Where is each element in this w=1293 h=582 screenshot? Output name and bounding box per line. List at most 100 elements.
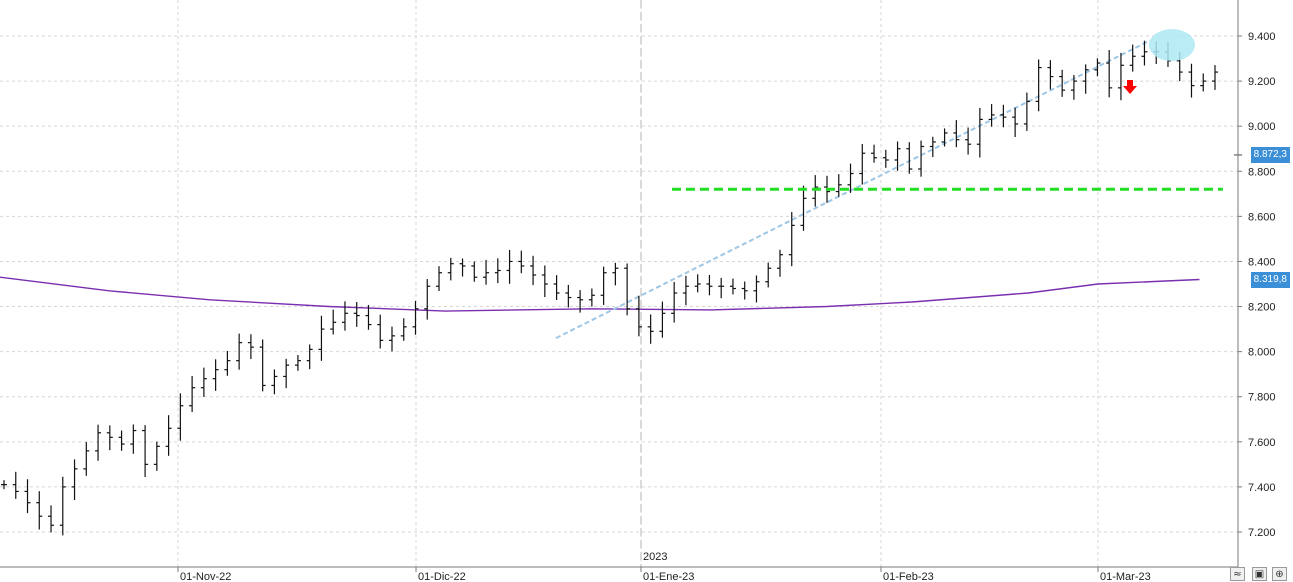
price-axis[interactable]: 7.200 7.400 7.600 7.800 8.000 8.200 8.400 8.600… [1237,0,1276,567]
price-tick-label: 8.000 [1248,347,1276,359]
annotation-layer [671,29,1242,191]
ohlc-bar [753,275,760,303]
ohlc-bar [612,262,619,286]
ohlc-bar [518,250,525,274]
moving-average-price-label: 8.319,8 [1250,271,1290,288]
ohlc-bar [271,369,278,395]
ohlc-bar [588,288,595,307]
ohlc-bar [294,355,301,371]
pin-icon[interactable]: ⊕ [1272,567,1287,581]
ohlc-bar [1106,49,1113,98]
ohlc-bar [1188,63,1195,98]
highlight-circle [1149,29,1195,61]
price-tick-label: 8.800 [1248,166,1276,178]
time-tick-label: 01-Feb-23 [883,571,934,582]
ohlc-bar [189,375,196,413]
last-price-value: 8.872,3 [1253,148,1287,160]
ohlc-bar [95,424,102,461]
ohlc-bar [424,279,431,320]
time-axis[interactable]: 01-Nov-22 01-Dic-22 01-Ene-23 01-Feb-23 01-M… [0,551,1238,582]
down-arrow-icon [1123,80,1137,94]
last-price-label: 8.872,3 [1250,146,1290,163]
ohlc-bar [882,149,889,168]
ohlc-bar [59,476,66,536]
ohlc-bar [906,142,913,174]
ohlc-bar [659,301,666,338]
ohlc-bar [871,144,878,163]
price-tick-label: 7.400 [1248,482,1276,494]
ohlc-bar [647,314,654,344]
ohlc-bar [247,334,254,360]
ohlc-bar [1000,104,1007,128]
ohlc-bar [530,255,537,286]
ohlc-bar [706,274,713,296]
price-tick-label: 8.200 [1248,302,1276,314]
moving-average-path [0,276,1200,312]
ohlc-bar [953,120,960,148]
ohlc-bar [788,212,795,267]
price-tick-label: 9.200 [1248,76,1276,88]
ohlc-bar [341,301,348,331]
ohlc-bar [1070,75,1077,100]
ohlc-bar [918,140,925,177]
ohlc-bar [236,333,243,370]
scroll-icon[interactable]: ≈ [1230,567,1245,581]
ohlc-bars [1,40,1218,536]
ohlc-bar [682,275,689,306]
ohlc-bar [553,275,560,301]
ohlc-bar [624,263,631,316]
ohlc-bar [1129,44,1136,72]
ohlc-bar [118,430,125,451]
save-icon[interactable]: ▣ [1252,567,1267,581]
ohlc-bar [142,425,149,477]
ohlc-bar [859,143,866,185]
ohlc-bar [1094,58,1101,77]
ohlc-bar [130,424,137,454]
time-tick-label: 01-Ene-23 [643,571,694,582]
price-tick-label: 9.400 [1248,31,1276,43]
ohlc-bar [976,107,983,158]
ohlc-bar [541,265,548,298]
ohlc-bar [565,284,572,308]
ohlc-bar [812,175,819,207]
ohlc-bar [306,344,313,370]
ohlc-bar [447,257,454,281]
ohlc-bar [283,358,290,389]
ohlc-bar [835,174,842,197]
ohlc-bar [83,442,90,476]
ohlc-bar [506,249,513,284]
time-tick-label: 01-Dic-22 [418,571,466,582]
price-tick-label: 9.000 [1248,121,1276,133]
ohlc-bar [776,249,783,277]
time-tick-label: 01-Mar-23 [1100,571,1151,582]
ohlc-bar [483,259,490,285]
ohlc-bar [718,277,725,299]
ohlc-bar [318,315,325,361]
ohlc-bar [388,326,395,352]
price-tick-label: 7.800 [1248,392,1276,404]
year-label: 2023 [643,551,667,563]
ohlc-bar [153,441,160,471]
ohlc-bar [36,491,43,530]
ohlc-bar [800,185,807,231]
ohlc-bar [259,339,266,392]
ohlc-bar [988,104,995,127]
trendline [555,39,1151,340]
ohlc-bar [224,350,231,376]
ohlc-bar [106,425,113,451]
ohlc-bar [965,127,972,155]
ohlc-bar [12,471,19,499]
price-tick-label: 7.600 [1248,437,1276,449]
ohlc-bar [365,304,372,330]
ohlc-bar [671,281,678,323]
ohlc-bar [729,278,736,295]
ohlc-bar [741,281,748,300]
ohlc-bar [1212,65,1218,90]
price-tick-label: 7.200 [1248,527,1276,539]
ohlc-bar [1035,59,1042,112]
ohlc-bar [165,415,172,456]
price-tick-label: 8.600 [1248,211,1276,223]
ohlc-bar [1200,73,1207,92]
ohlc-bar [71,459,78,500]
